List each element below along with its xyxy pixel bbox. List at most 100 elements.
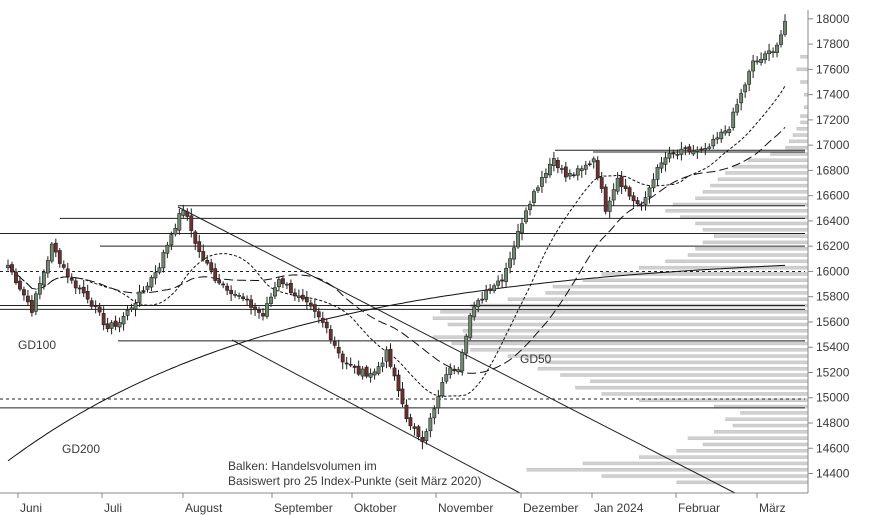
candle-body — [631, 195, 636, 202]
y-tick-label: 17200 — [816, 113, 850, 127]
candle-body — [767, 50, 771, 55]
candle-body — [416, 426, 421, 437]
candle-body — [53, 242, 58, 253]
volume-bar — [451, 341, 809, 346]
candle-body — [635, 200, 640, 205]
ma50-line — [7, 85, 786, 397]
candle-body — [69, 277, 74, 281]
candle-body — [504, 268, 508, 282]
candle-body — [735, 104, 740, 113]
candle-body — [520, 223, 524, 234]
candle-body — [687, 146, 692, 153]
volume-bar — [575, 385, 809, 390]
y-tick-label: 17400 — [816, 88, 850, 102]
volume-bar — [714, 430, 809, 434]
volume-bar — [462, 329, 809, 333]
candle-body — [169, 234, 174, 246]
candle-body — [679, 148, 684, 155]
candle-body — [583, 164, 588, 170]
candle-body — [113, 320, 118, 327]
candle-body — [133, 303, 138, 310]
volume-bar — [695, 221, 809, 226]
candle-body — [368, 373, 373, 378]
candle-body — [603, 186, 608, 212]
candle-body — [599, 177, 604, 189]
candle-body — [77, 287, 82, 290]
candle-body — [699, 148, 704, 151]
candle-body — [328, 329, 333, 341]
candle-body — [185, 211, 190, 217]
candle-body — [213, 268, 218, 281]
axes — [0, 10, 809, 494]
volume-bar — [665, 259, 809, 264]
candle-body — [611, 189, 616, 201]
candle-body — [356, 365, 361, 375]
volume-bar — [710, 183, 809, 188]
candle-body — [141, 290, 146, 292]
candle-body — [97, 306, 102, 313]
volume-bar — [440, 310, 809, 314]
volume-bar — [676, 480, 809, 485]
candle-body — [440, 382, 445, 397]
candle-body — [615, 177, 620, 192]
x-tick-label: Juli — [104, 501, 122, 515]
x-axis-ticks: Juni Juli August September Oktober November De… — [17, 493, 786, 515]
candle-body — [548, 163, 552, 176]
x-tick-label: Oktober — [354, 501, 397, 515]
candle-body — [149, 277, 154, 288]
y-tick-label: 15400 — [816, 340, 850, 354]
candle-body — [643, 197, 648, 205]
y-tick-label: 14400 — [816, 467, 850, 481]
candle-body — [265, 303, 269, 317]
candle-body — [496, 280, 501, 286]
candle-body — [392, 367, 397, 377]
candle-body — [731, 111, 736, 128]
candle-body — [49, 243, 54, 262]
candle-body — [129, 307, 134, 311]
candle-body — [221, 283, 226, 286]
candle-body — [245, 298, 249, 301]
candle-body — [703, 148, 708, 151]
candle-body — [121, 316, 126, 325]
volume-bar — [804, 92, 809, 97]
volume-bar — [747, 158, 809, 162]
y-tick-label: 17800 — [816, 37, 850, 51]
candle-body — [555, 160, 560, 169]
x-tick-label: Jan 2024 — [594, 501, 644, 515]
candle-body — [201, 251, 206, 260]
candle-body — [57, 250, 62, 264]
ma100-line — [7, 126, 786, 374]
candle-body — [289, 282, 293, 294]
candle-body — [396, 374, 401, 392]
candle-body — [336, 346, 341, 354]
candle-body — [472, 306, 477, 318]
candle-body — [22, 289, 26, 296]
ma-label-gd50: GD50 — [520, 352, 552, 366]
candle-body — [771, 51, 775, 54]
candle-body — [157, 267, 162, 273]
volume-bar — [785, 145, 809, 150]
candle-body — [189, 215, 194, 231]
candle-body — [607, 200, 612, 212]
candle-body — [173, 228, 178, 235]
volume-bar — [800, 114, 809, 118]
candle-body — [528, 203, 532, 211]
candle-body — [739, 93, 744, 104]
candle-body — [292, 292, 297, 297]
candle-body — [41, 271, 46, 286]
candle-body — [18, 280, 22, 290]
candle-body — [500, 279, 504, 282]
candle-body — [45, 260, 50, 274]
candle-body — [456, 369, 461, 373]
candle-body — [300, 294, 305, 300]
volume-bar — [796, 67, 809, 72]
ma-label-gd100: GD100 — [18, 338, 56, 352]
candle-body — [484, 290, 489, 300]
trend-line — [177, 206, 736, 494]
volume-bar — [804, 105, 809, 109]
candle-body — [153, 272, 158, 279]
candle-body — [508, 258, 512, 268]
candle-body — [109, 322, 114, 329]
volume-bar — [560, 373, 809, 377]
volume-bar — [676, 449, 809, 453]
